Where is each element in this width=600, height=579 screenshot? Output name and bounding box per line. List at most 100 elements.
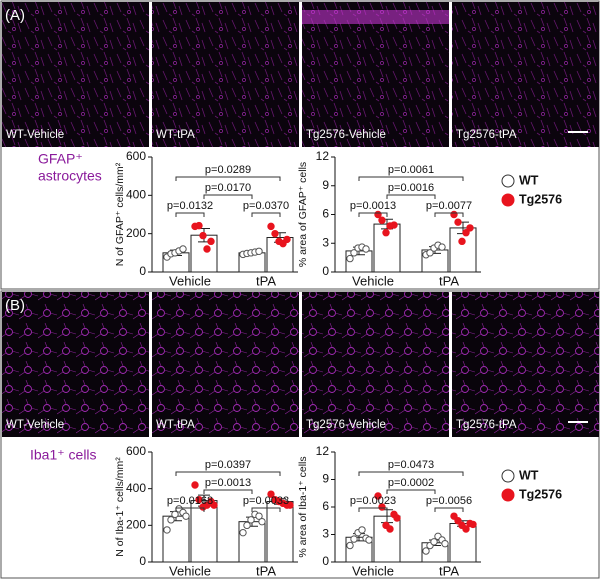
- image-label: Tg2576-Vehicle: [306, 419, 386, 431]
- p-value: p=0.0132: [167, 200, 213, 212]
- image-label: Tg2576-tPA: [456, 129, 517, 141]
- p-value: p=0.0061: [388, 164, 434, 176]
- p-value: p=0.0023: [350, 495, 396, 507]
- p-value: p=0.0397: [205, 459, 251, 471]
- micrograph: [452, 2, 599, 147]
- micrograph: [452, 292, 599, 437]
- data-point: [378, 216, 386, 224]
- p-value: p=0.0013: [205, 477, 251, 489]
- data-point: [454, 517, 462, 525]
- caption: GFAP⁺: [38, 151, 83, 167]
- data-point: [203, 245, 211, 253]
- p-value: p=0.0077: [426, 200, 472, 212]
- data-point: [350, 535, 358, 543]
- data-point: [362, 245, 370, 253]
- significance-bracket: [175, 507, 205, 512]
- legend-label: WT: [519, 468, 539, 482]
- p-value: p=0.0016: [388, 182, 434, 194]
- significance-bracket: [175, 212, 205, 217]
- y-tick-label: 12: [316, 444, 330, 458]
- significance-bracket: [358, 212, 388, 217]
- data-point: [469, 520, 477, 529]
- data-point: [255, 512, 263, 520]
- significance-bracket: [251, 212, 281, 217]
- y-tick-label: 400: [126, 188, 146, 202]
- data-point: [283, 235, 291, 244]
- y-tick-label: 9: [322, 472, 329, 486]
- image-label: WT-Vehicle: [6, 129, 64, 141]
- data-point: [430, 538, 438, 546]
- caption: astrocytes: [38, 168, 102, 184]
- image-label: WT-tPA: [156, 129, 195, 141]
- x-tick-label: Vehicle: [169, 273, 211, 288]
- y-tick-label: 0: [139, 264, 146, 278]
- bar: [238, 521, 266, 563]
- data-point: [163, 526, 171, 534]
- legend-marker: [501, 469, 515, 483]
- data-point: [393, 514, 401, 522]
- data-point: [458, 237, 466, 246]
- data-point: [199, 231, 207, 240]
- y-tick-label: 200: [126, 518, 146, 532]
- p-value: p=0.0370: [243, 200, 289, 212]
- y-tick-label: 0: [322, 554, 329, 568]
- p-value: p=0.0289: [205, 164, 251, 176]
- bar: [162, 515, 190, 563]
- y-tick-label: 600: [126, 444, 146, 458]
- image-label: WT-tPA: [156, 419, 195, 431]
- data-point: [390, 221, 398, 229]
- caption: Iba1⁺ cells: [30, 447, 97, 463]
- y-tick-label: 0: [322, 264, 329, 278]
- y-tick-label: 400: [126, 481, 146, 495]
- panel-label: (A): [5, 7, 25, 24]
- micrograph: [2, 292, 149, 437]
- data-point: [386, 525, 394, 533]
- panel-label: (B): [5, 297, 25, 314]
- data-point: [258, 517, 266, 526]
- data-point: [171, 510, 179, 519]
- y-axis-label: % area of Iba-1⁺ cells: [297, 456, 309, 557]
- x-tick-label: Vehicle: [169, 563, 211, 578]
- y-tick-label: 600: [126, 149, 146, 163]
- data-point: [426, 249, 434, 257]
- legend-marker: [501, 488, 515, 502]
- y-tick-label: 12: [316, 149, 330, 163]
- y-tick-label: 200: [126, 226, 146, 240]
- data-point: [438, 243, 446, 251]
- p-value: p=0.0473: [388, 459, 434, 471]
- data-point: [195, 495, 203, 504]
- data-point: [195, 221, 203, 230]
- significance-bracket: [175, 471, 281, 476]
- image-label: Tg2576-Vehicle: [306, 129, 386, 141]
- bar: [449, 227, 477, 273]
- p-value: p=0.0033: [243, 495, 289, 507]
- data-point: [210, 501, 218, 509]
- micrograph: [302, 292, 449, 437]
- data-point: [378, 503, 386, 511]
- p-value: p=0.0170: [205, 182, 251, 194]
- p-value: p=0.0168: [167, 495, 213, 507]
- data-point: [191, 481, 199, 489]
- legend-marker: [501, 174, 515, 188]
- micrograph: [302, 2, 449, 147]
- legend-label: Tg2576: [519, 192, 562, 206]
- data-point: [346, 254, 354, 263]
- data-point: [462, 525, 470, 533]
- data-point: [346, 541, 354, 550]
- y-tick-label: 0: [139, 554, 146, 568]
- x-tick-label: tPA: [256, 563, 276, 578]
- x-tick-label: tPA: [439, 563, 459, 578]
- y-axis-label: % area of GFAP⁺ cells: [297, 162, 309, 267]
- significance-bracket: [358, 507, 388, 512]
- y-tick-label: 3: [322, 235, 329, 249]
- x-tick-label: tPA: [439, 273, 459, 288]
- data-point: [450, 512, 458, 520]
- data-point: [243, 521, 251, 530]
- image-label: Tg2576-tPA: [456, 419, 517, 431]
- significance-bracket: [434, 507, 464, 512]
- micrograph: [152, 2, 299, 147]
- data-point: [271, 229, 279, 238]
- legend-marker: [501, 193, 515, 207]
- significance-bracket: [358, 176, 464, 181]
